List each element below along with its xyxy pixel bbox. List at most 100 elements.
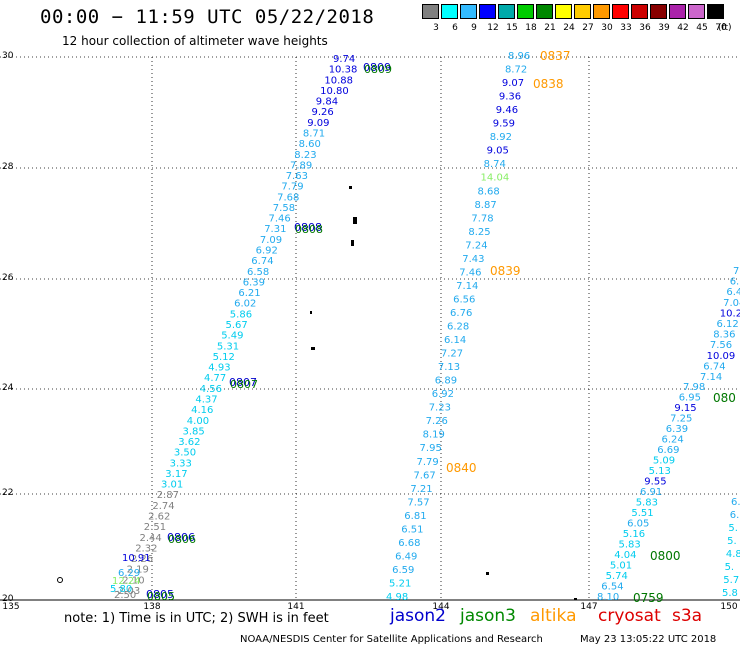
- latitude-label: 24: [2, 383, 14, 393]
- longitude-label: 138: [143, 602, 161, 612]
- swh-value: 7.27: [441, 349, 463, 360]
- time-label-shadow: 0807: [230, 378, 258, 391]
- legend-swatch: [460, 4, 477, 19]
- swh-value: 6.91: [640, 487, 662, 498]
- swh-value: 10.21: [720, 308, 740, 319]
- time-label-shadow: 0809: [364, 63, 392, 76]
- swh-value: 6.39: [666, 424, 688, 435]
- swh-value: 7.98: [683, 382, 705, 393]
- swh-value: 7.78: [471, 213, 493, 224]
- swh-value: 7.46: [459, 267, 481, 278]
- swh-value: 7.63: [286, 171, 308, 182]
- swh-value: 9.26: [312, 107, 334, 118]
- swh-value: 4.16: [191, 405, 213, 416]
- swh-value: 2.62: [148, 512, 170, 523]
- swh-value: 7.21: [410, 484, 432, 495]
- swh-value: 4.93: [208, 363, 230, 374]
- swh-value: 7.43: [462, 254, 484, 265]
- swh-value: 7.68: [277, 192, 299, 203]
- swh-value: 4.56: [200, 384, 222, 395]
- swh-value: 9.15: [674, 403, 696, 414]
- legend-label: 39: [658, 23, 670, 33]
- swh-value: 6.24: [662, 435, 684, 446]
- swh-value: 5.67: [226, 320, 248, 331]
- swh-value: 2.74: [152, 501, 174, 512]
- time-label: 0838: [533, 77, 564, 91]
- swh-value: 6.29: [118, 568, 140, 579]
- swh-value: 8.23: [294, 150, 316, 161]
- swh-value: 7.58: [273, 203, 295, 214]
- swh-value: 9.59: [493, 119, 515, 130]
- swh-value: 9.07: [502, 78, 524, 89]
- swh-value: 7.25: [670, 414, 692, 425]
- latitude-label: 26: [2, 273, 14, 283]
- swh-value: 5.83: [636, 498, 658, 509]
- legend-swatch: [517, 4, 534, 19]
- legend-swatch: [707, 4, 724, 19]
- legend-label: 24: [563, 23, 575, 33]
- time-label: 0808: [294, 221, 322, 234]
- swh-value: 7.57: [407, 497, 429, 508]
- swh-value: 8.71: [303, 128, 325, 139]
- swh-value: 7.46: [269, 214, 291, 225]
- swh-value: 6.02: [234, 299, 256, 310]
- swh-value: 6.4: [726, 287, 740, 298]
- swh-value: 3.62: [178, 437, 200, 448]
- swh-value: 2.51: [144, 522, 166, 533]
- swh-value: 6.56: [453, 294, 475, 305]
- time-label: 0840: [446, 461, 477, 475]
- latitude-label: 22: [2, 488, 14, 498]
- swh-value: 6.81: [404, 511, 426, 522]
- swh-value: 9.36: [499, 92, 521, 103]
- altimeter-tracks: 9.7410.3810.8810.809.849.269.098.718.608…: [110, 49, 740, 605]
- legend-label: 12: [487, 23, 499, 33]
- swh-value: 2.03: [118, 586, 140, 597]
- swh-value: 7.89: [290, 160, 312, 171]
- swh-value: 6.69: [657, 445, 679, 456]
- swh-value: 5.49: [221, 331, 243, 342]
- swh-value: 6.76: [450, 308, 472, 319]
- time-label-shadow: 0806: [168, 533, 196, 546]
- swh-value: 9.05: [487, 146, 509, 157]
- swh-value: 10.91: [122, 553, 151, 564]
- legend-label: 6: [452, 23, 458, 33]
- swh-value: 3.85: [183, 426, 205, 437]
- time-label-shadow: 0808: [295, 223, 323, 236]
- swh-value: 4.98: [386, 592, 408, 603]
- swh-value: 5.8: [722, 588, 738, 599]
- legend-unit: (ft): [718, 23, 732, 33]
- legend-label: 33: [620, 23, 632, 33]
- swh-value: 8.87: [474, 200, 496, 211]
- legend-swatch: [555, 4, 572, 19]
- swh-value: 10.88: [324, 75, 353, 86]
- time-label: 0809: [363, 61, 391, 74]
- swh-value: 6.14: [444, 335, 466, 346]
- legend-label: 15: [506, 23, 518, 33]
- swh-value: 3.17: [165, 469, 187, 480]
- swh-value: 5.31: [217, 341, 239, 352]
- swh-value: 7.23: [429, 403, 451, 414]
- latitude-label: 28: [2, 162, 14, 172]
- swh-value: 6.92: [256, 246, 278, 257]
- swh-value: 5.16: [623, 529, 645, 540]
- legend-label: 18: [525, 23, 537, 33]
- swh-value: 6.12: [717, 319, 739, 330]
- swh-value: 5.83: [619, 540, 641, 551]
- satellite-jason3: jason3: [460, 606, 516, 626]
- swh-value: 6.59: [392, 565, 414, 576]
- swh-value: 2.87: [157, 490, 179, 501]
- swh-value: 2.26: [131, 554, 153, 565]
- longitude-label: 141: [287, 602, 305, 612]
- swh-value: 2.10: [122, 575, 144, 586]
- swh-value: 10.09: [707, 351, 736, 362]
- swh-value: 5.21: [389, 578, 411, 589]
- swh-value: 8.25: [468, 227, 490, 238]
- swh-value: 6.74: [703, 361, 725, 372]
- legend-swatch: [479, 4, 496, 19]
- swh-value: 5.09: [653, 456, 675, 467]
- swh-value: 10.38: [329, 65, 358, 76]
- swh-value: 5.74: [606, 571, 628, 582]
- swh-value: 5.51: [631, 508, 653, 519]
